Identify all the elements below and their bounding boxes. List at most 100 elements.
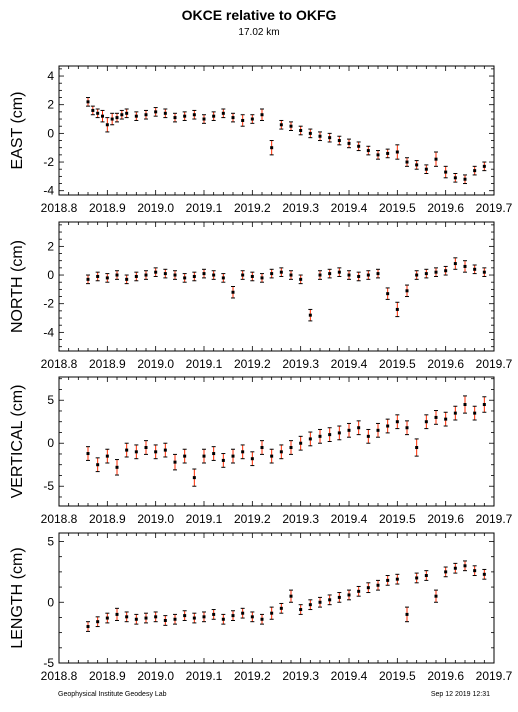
data-marker xyxy=(405,426,409,430)
data-marker xyxy=(347,593,351,597)
x-tick-label: 2019.1 xyxy=(186,201,223,215)
data-marker xyxy=(183,114,187,118)
x-tick-label: 2019.4 xyxy=(331,512,368,526)
data-marker xyxy=(231,290,235,294)
y-tick-label: -2 xyxy=(43,155,54,169)
data-marker xyxy=(134,450,138,454)
data-point xyxy=(115,270,119,280)
data-point xyxy=(134,613,139,625)
data-point xyxy=(86,274,90,285)
y-axis-title: NORTH (cm) xyxy=(9,240,26,333)
data-point xyxy=(308,128,313,139)
data-marker xyxy=(453,176,457,180)
data-marker xyxy=(386,151,390,155)
data-marker xyxy=(105,454,109,458)
data-marker xyxy=(357,144,361,148)
data-point xyxy=(144,440,148,455)
data-point xyxy=(119,109,124,120)
data-point xyxy=(240,114,245,127)
data-marker xyxy=(241,450,245,454)
data-point xyxy=(395,414,400,430)
data-point xyxy=(95,108,100,119)
data-marker xyxy=(144,616,148,620)
data-marker xyxy=(395,150,399,154)
data-marker xyxy=(260,113,264,117)
data-point xyxy=(231,286,235,299)
data-marker xyxy=(105,616,109,620)
data-point xyxy=(124,442,129,458)
data-marker xyxy=(125,277,129,281)
data-point xyxy=(250,451,255,467)
data-point xyxy=(482,396,487,413)
data-marker xyxy=(308,603,312,607)
data-marker xyxy=(250,274,254,278)
data-marker xyxy=(405,160,409,164)
x-tick-label: 2018.9 xyxy=(89,512,126,526)
data-point xyxy=(414,438,419,457)
data-marker xyxy=(366,586,370,590)
data-point xyxy=(153,444,158,460)
x-tick-label: 2018.8 xyxy=(41,357,78,371)
data-marker xyxy=(91,108,95,112)
data-point xyxy=(173,112,177,123)
data-marker xyxy=(357,426,361,430)
data-point xyxy=(221,613,226,625)
data-marker xyxy=(163,111,167,115)
data-marker xyxy=(279,270,283,274)
data-marker xyxy=(173,617,177,621)
data-point xyxy=(269,140,274,156)
data-point xyxy=(443,566,448,578)
data-point xyxy=(134,111,139,121)
data-marker xyxy=(110,117,114,121)
data-point xyxy=(453,257,458,270)
x-tick-label: 2018.9 xyxy=(89,669,126,683)
data-point xyxy=(405,284,409,298)
data-point xyxy=(86,97,90,107)
data-point xyxy=(192,612,197,624)
data-point xyxy=(318,596,322,608)
data-marker xyxy=(260,617,264,621)
data-point xyxy=(327,427,332,442)
x-tick-label: 2019.7 xyxy=(476,201,513,215)
x-tick-label: 2019.6 xyxy=(427,201,464,215)
data-point xyxy=(463,260,467,273)
x-tick-label: 2018.8 xyxy=(41,512,78,526)
data-point xyxy=(134,271,139,282)
data-point xyxy=(260,108,264,121)
data-point xyxy=(240,607,245,619)
data-marker xyxy=(415,576,419,580)
x-tick-label: 2018.8 xyxy=(41,669,78,683)
data-point xyxy=(182,273,187,283)
data-point xyxy=(405,606,409,623)
data-marker xyxy=(241,611,245,615)
data-point xyxy=(385,418,390,434)
data-marker xyxy=(86,277,90,281)
data-point xyxy=(434,267,438,277)
panel-frame xyxy=(58,65,495,196)
data-point xyxy=(318,428,322,444)
data-point xyxy=(414,160,419,170)
data-marker xyxy=(250,615,254,619)
data-point xyxy=(366,428,371,444)
data-point xyxy=(153,107,158,117)
data-marker xyxy=(337,431,341,435)
x-tick-label: 2019.5 xyxy=(379,669,416,683)
data-point xyxy=(327,132,332,143)
data-marker xyxy=(463,564,467,568)
data-point xyxy=(327,594,332,606)
data-marker xyxy=(299,277,303,281)
data-point xyxy=(385,575,390,586)
data-point xyxy=(115,459,119,476)
data-marker xyxy=(434,157,438,161)
data-marker xyxy=(318,134,322,138)
data-marker xyxy=(86,100,90,104)
data-marker xyxy=(357,274,361,278)
data-point xyxy=(221,453,226,468)
data-marker xyxy=(453,566,457,570)
data-point xyxy=(279,119,284,130)
data-point xyxy=(337,592,342,603)
x-tick-label: 2019.4 xyxy=(331,201,368,215)
data-point xyxy=(211,270,216,280)
data-point xyxy=(424,164,429,174)
